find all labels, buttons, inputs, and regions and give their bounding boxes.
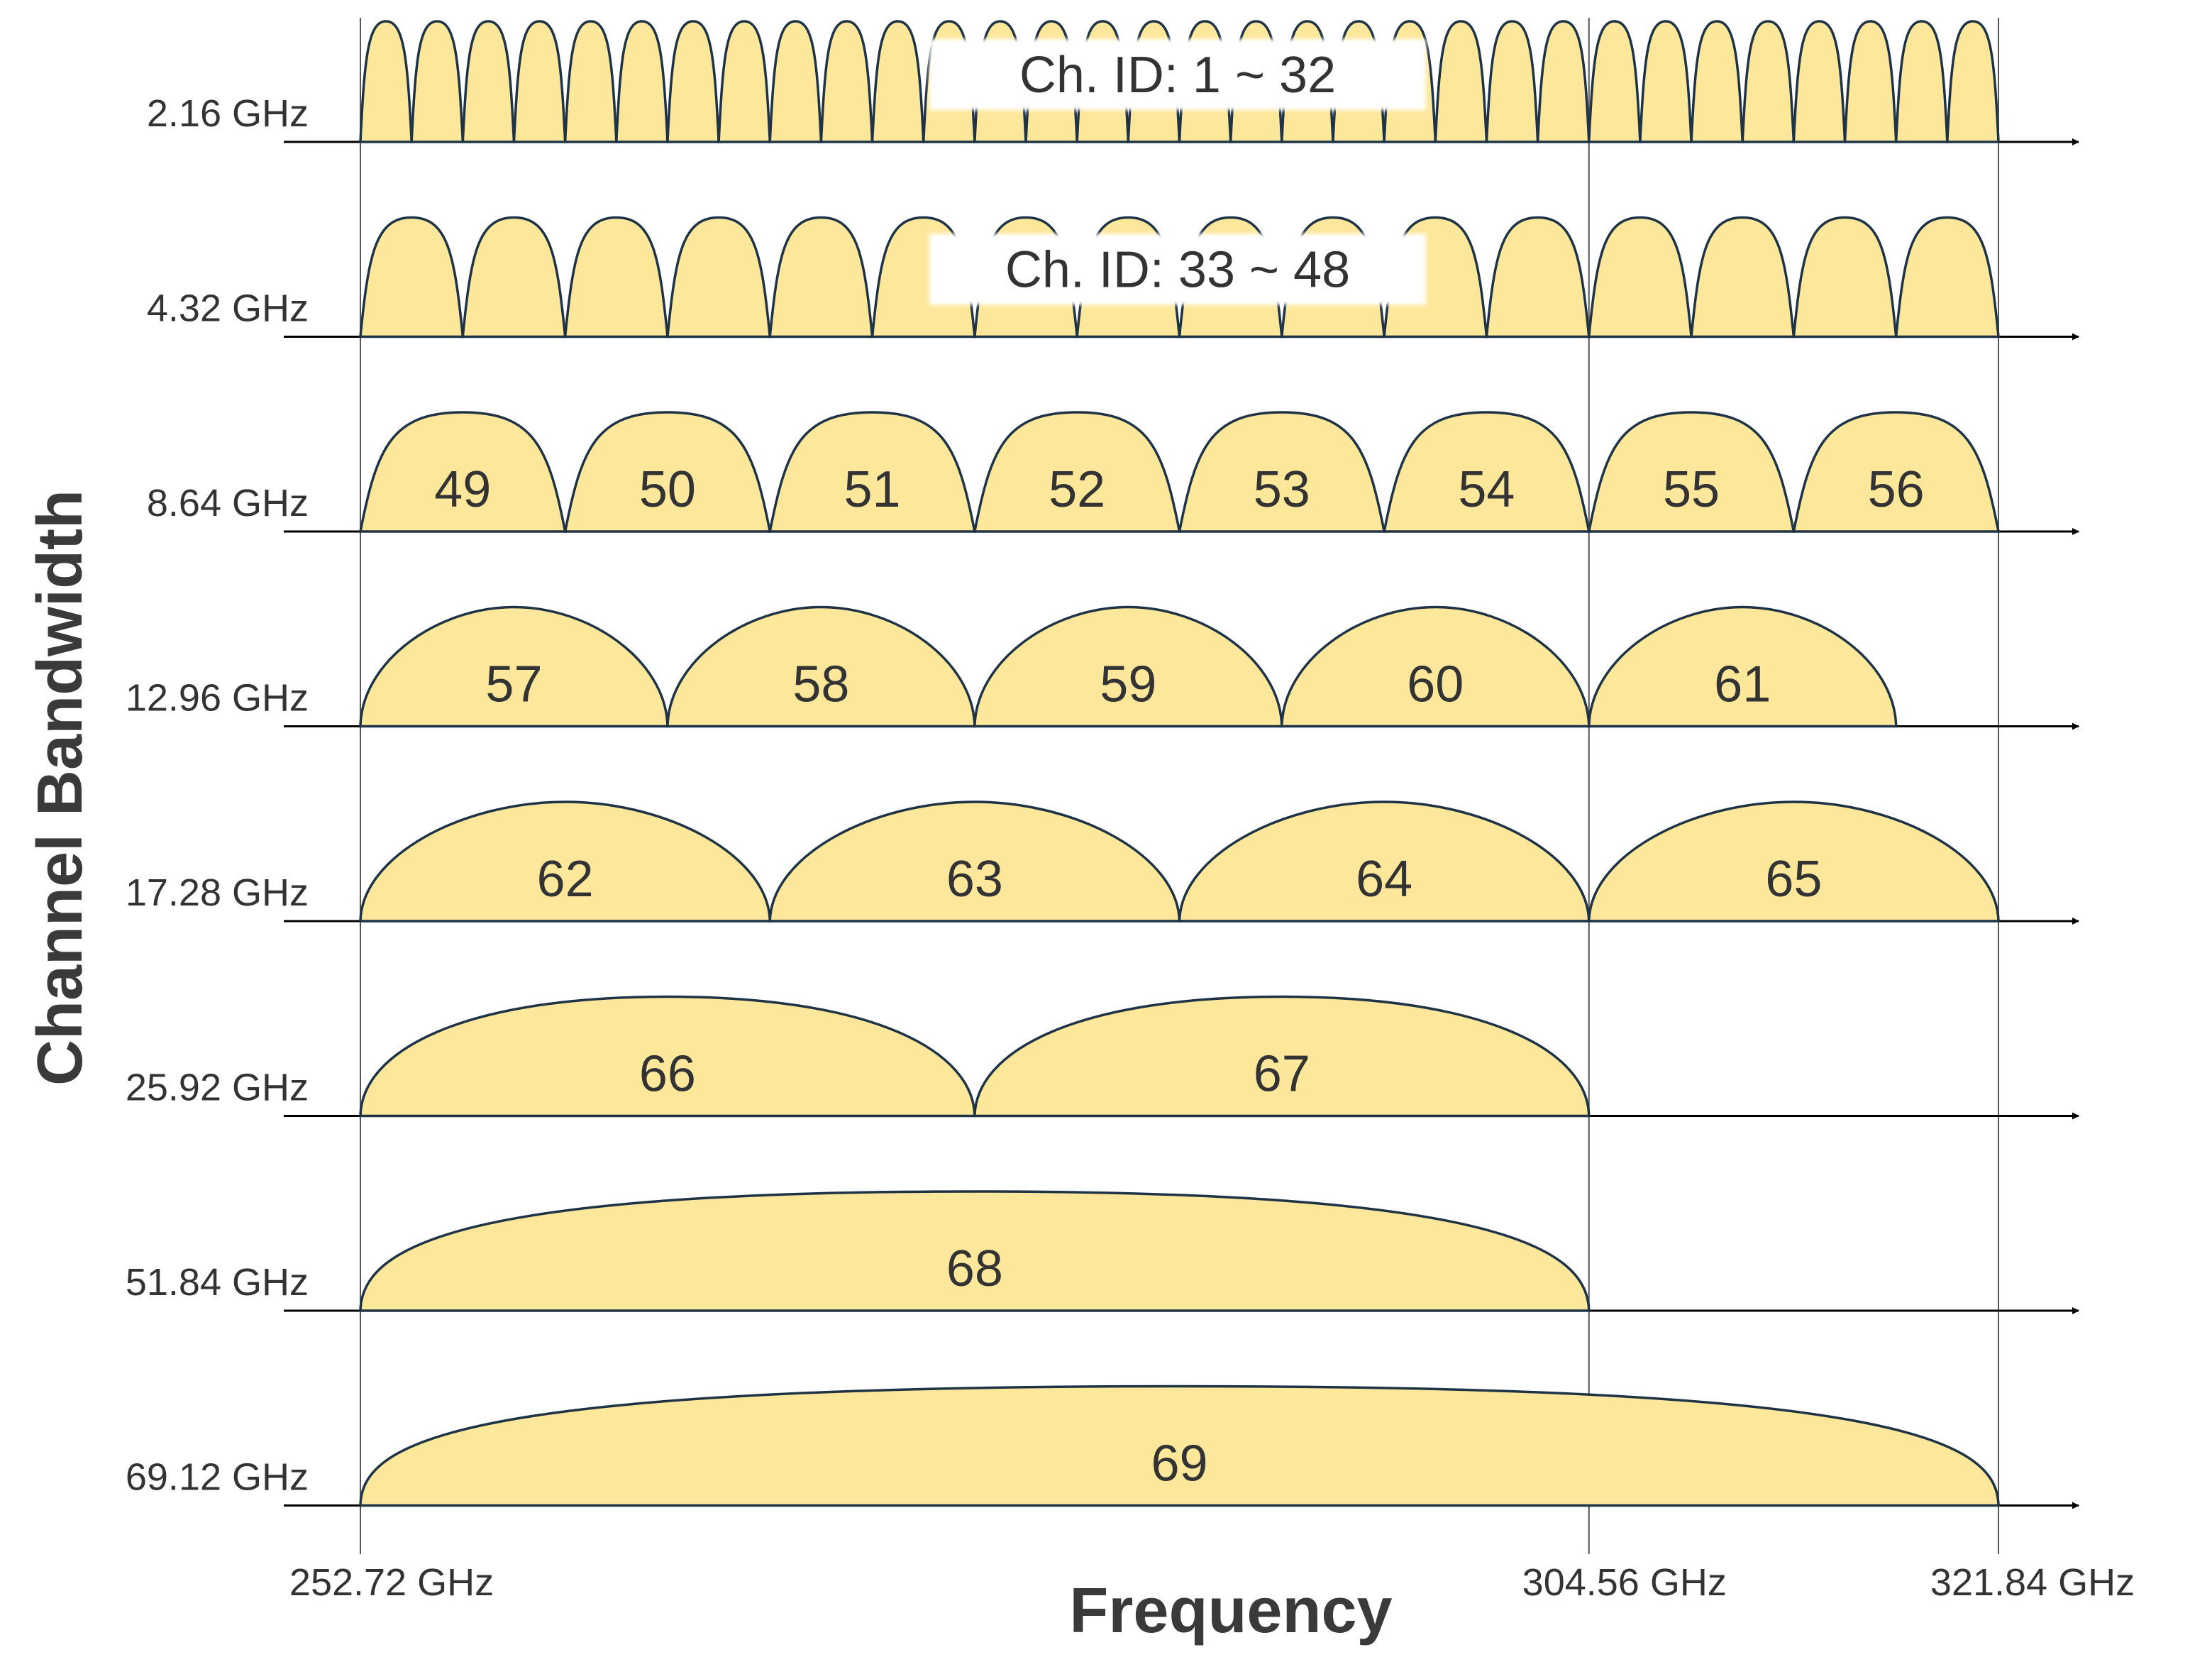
channel-shape-60 bbox=[1281, 605, 1591, 728]
channel-id-label: 59 bbox=[1100, 656, 1156, 713]
channel-shape-3 bbox=[461, 20, 516, 143]
row-label-0: 2.16 GHz bbox=[147, 92, 309, 135]
channel-shape-22 bbox=[1434, 20, 1488, 143]
channel-shape-59 bbox=[973, 605, 1283, 728]
channel-shape-25 bbox=[1587, 20, 1642, 143]
channel-shape-49 bbox=[358, 411, 567, 533]
channel-shape-64 bbox=[1178, 800, 1591, 923]
channel-range-label-0: Ch. ID: 1 ~ 32 bbox=[1019, 47, 1336, 104]
channel-id-label: 67 bbox=[1254, 1046, 1310, 1103]
channel-shape-66 bbox=[359, 995, 976, 1118]
row-label-6: 51.84 GHz bbox=[126, 1261, 309, 1304]
channel-shape-58 bbox=[666, 605, 976, 728]
channel-id-label: 57 bbox=[485, 656, 542, 713]
channel-id-label: 56 bbox=[1868, 461, 1925, 518]
channel-shape-69 bbox=[359, 1385, 2000, 1507]
channel-id-label: 63 bbox=[946, 851, 1003, 908]
x-axis-title: Frequency bbox=[1069, 1575, 1392, 1646]
channel-shape-34 bbox=[461, 216, 567, 338]
channel-shape-11 bbox=[870, 20, 925, 143]
channel-shape-55 bbox=[1587, 411, 1796, 533]
channel-shape-2 bbox=[410, 20, 465, 143]
channel-id-label: 54 bbox=[1458, 461, 1515, 518]
channel-shape-35 bbox=[563, 216, 669, 338]
channel-shape-6 bbox=[614, 20, 669, 143]
channel-shape-53 bbox=[1178, 411, 1386, 533]
channel-shape-46 bbox=[1690, 216, 1796, 338]
row-label-4: 17.28 GHz bbox=[126, 871, 309, 914]
channel-shape-44 bbox=[1485, 216, 1591, 338]
channel-shape-31 bbox=[1894, 20, 1949, 143]
channel-shape-23 bbox=[1485, 20, 1539, 143]
channel-shape-29 bbox=[1792, 20, 1847, 143]
channel-id-label: 66 bbox=[639, 1046, 696, 1103]
row-label-5: 25.92 GHz bbox=[126, 1067, 309, 1109]
row-label-2: 8.64 GHz bbox=[147, 482, 309, 524]
channel-shape-9 bbox=[768, 20, 823, 143]
channel-shape-62 bbox=[359, 800, 772, 923]
channel-id-label: 61 bbox=[1714, 656, 1771, 713]
channel-id-label: 65 bbox=[1765, 851, 1822, 908]
channel-id-label: 60 bbox=[1407, 656, 1464, 713]
x-tick-label-1: 304.56 GHz bbox=[1522, 1561, 1727, 1604]
channel-shape-50 bbox=[563, 411, 772, 533]
range-label-box-inner-0 bbox=[934, 43, 1422, 106]
channel-shape-48 bbox=[1894, 216, 2000, 338]
channel-id-label: 50 bbox=[639, 461, 696, 518]
channel-id-label: 51 bbox=[844, 461, 901, 518]
channel-shape-36 bbox=[666, 216, 772, 338]
channel-shape-30 bbox=[1843, 20, 1898, 143]
channel-shape-26 bbox=[1639, 20, 1693, 143]
row-label-7: 69.12 GHz bbox=[126, 1456, 309, 1499]
range-label-box-inner-1 bbox=[934, 238, 1422, 301]
channel-id-label: 64 bbox=[1356, 851, 1412, 908]
x-tick-label-0: 252.72 GHz bbox=[289, 1561, 494, 1604]
row-label-3: 12.96 GHz bbox=[126, 677, 309, 720]
channel-shape-45 bbox=[1587, 216, 1693, 338]
channel-shape-24 bbox=[1536, 20, 1591, 143]
channel-id-label: 55 bbox=[1663, 461, 1720, 518]
x-tick-labels: 252.72 GHz 304.56 GHz 321.84 GHz bbox=[289, 1561, 2135, 1604]
channel-shape-51 bbox=[768, 411, 977, 533]
channel-range-label-1: Ch. ID: 33 ~ 48 bbox=[1005, 242, 1350, 299]
x-tick-label-2: 321.84 GHz bbox=[1930, 1561, 2135, 1604]
channel-shape-28 bbox=[1741, 20, 1796, 143]
channel-id-label: 69 bbox=[1151, 1436, 1207, 1492]
channel-shape-37 bbox=[768, 216, 874, 338]
channel-shape-10 bbox=[819, 20, 874, 143]
channel-id-label: 68 bbox=[946, 1240, 1003, 1297]
channel-shape-54 bbox=[1383, 411, 1591, 533]
vertical-gridlines bbox=[360, 18, 1999, 1554]
channel-shape-5 bbox=[563, 20, 618, 143]
channel-shape-4 bbox=[512, 20, 567, 143]
channel-shape-68 bbox=[359, 1190, 1591, 1312]
channel-labels: Ch. ID: 1 ~ 32 Ch. ID: 33 ~ 48 49 50 51 52 53 5… bbox=[434, 39, 1925, 1492]
channel-shape-57 bbox=[359, 605, 669, 728]
channel-shape-1 bbox=[359, 20, 413, 143]
channel-shape-8 bbox=[717, 20, 772, 143]
channel-shape-67 bbox=[973, 995, 1591, 1118]
channel-shape-27 bbox=[1690, 20, 1744, 143]
channel-shape-52 bbox=[973, 411, 1181, 533]
channel-shape-61 bbox=[1587, 605, 1898, 728]
row-bandwidth-labels: 2.16 GHz 4.32 GHz 8.64 GHz 12.96 GHz 17.28 G… bbox=[126, 92, 309, 1499]
channel-id-label: 53 bbox=[1254, 461, 1310, 518]
y-axis-title: Channel Bandwidth bbox=[25, 490, 96, 1086]
channel-id-label: 52 bbox=[1049, 461, 1105, 518]
channel-shape-33 bbox=[359, 216, 465, 338]
channel-shape-65 bbox=[1587, 800, 2000, 923]
channel-shape-7 bbox=[666, 20, 720, 143]
channel-id-label: 58 bbox=[792, 656, 849, 713]
channel-shapes bbox=[358, 20, 2001, 1507]
channel-shape-32 bbox=[1946, 20, 2000, 143]
channel-id-label: 49 bbox=[434, 461, 491, 518]
channel-shape-56 bbox=[1792, 411, 2001, 533]
row-label-1: 4.32 GHz bbox=[147, 287, 309, 330]
channel-shape-63 bbox=[768, 800, 1181, 923]
channel-id-label: 62 bbox=[537, 851, 594, 908]
channel-shape-47 bbox=[1792, 216, 1898, 338]
